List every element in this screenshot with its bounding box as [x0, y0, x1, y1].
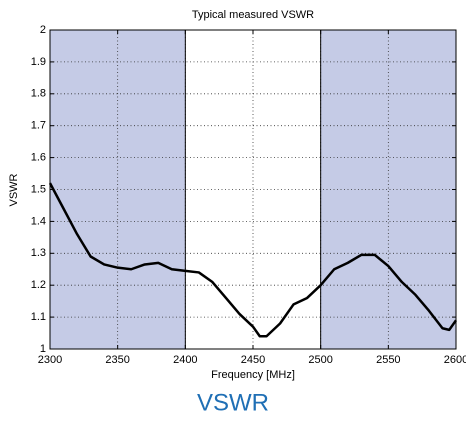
- caption: VSWR: [197, 389, 269, 416]
- x-tick-label: 2300: [38, 354, 62, 366]
- y-tick-label: 1.3: [31, 247, 46, 259]
- line: [48, 182, 458, 338]
- x-tick-label: 2500: [308, 354, 332, 366]
- y-tick-label: 1.4: [31, 215, 46, 227]
- x-axis-label: Frequency [MHz]: [211, 369, 295, 381]
- x-tick-label: 2350: [105, 354, 129, 366]
- x-tick-label: 2450: [241, 354, 265, 366]
- y-tick-label: 2: [40, 24, 46, 36]
- plot-frame: [49, 29, 457, 350]
- x-tick-label: 2600: [444, 354, 466, 366]
- chart-title: Typical measured VSWR: [192, 9, 314, 21]
- y-axis-label: VSWR: [8, 173, 20, 206]
- x-tick-label: 2400: [173, 354, 197, 366]
- y-tick-label: 1.9: [31, 56, 46, 68]
- y-tick-label: 1.5: [31, 183, 46, 195]
- y-tick-label: 1.1: [31, 311, 46, 323]
- y-tick-label: 1: [40, 343, 46, 355]
- y-tick-label: 1.7: [31, 120, 46, 132]
- x-tick-label: 2550: [376, 354, 400, 366]
- y-tick-label: 1.8: [31, 88, 46, 100]
- shaded-region: [50, 30, 186, 349]
- y-tick-label: 1.6: [31, 152, 46, 164]
- y-tick-label: 1.2: [31, 279, 46, 291]
